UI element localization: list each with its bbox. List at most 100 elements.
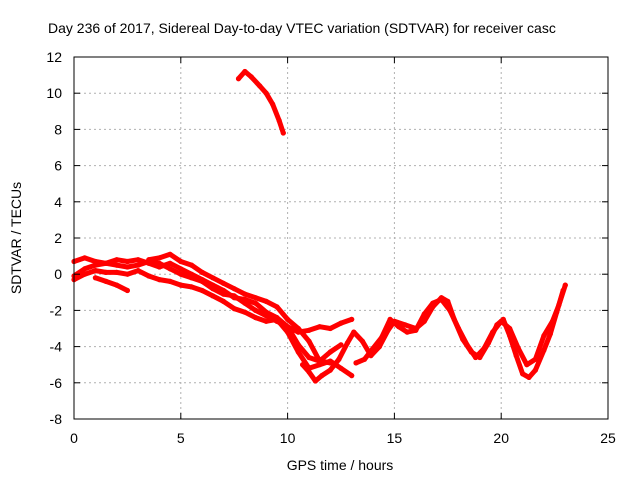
data-point [231, 306, 237, 312]
data-point [473, 354, 479, 361]
data-point [351, 329, 357, 335]
x-tick-label: 10 [280, 430, 296, 446]
data-point [199, 287, 205, 294]
series-track-4 [92, 275, 130, 294]
series-line [92, 275, 130, 293]
data-point [82, 266, 88, 272]
data-point [359, 338, 365, 344]
data-point [220, 280, 227, 286]
data-point [274, 316, 280, 322]
data-point [327, 325, 333, 332]
data-point [124, 258, 130, 265]
data-point [317, 324, 323, 330]
data-point [379, 335, 385, 341]
data-point [103, 260, 109, 266]
data-point [135, 262, 141, 268]
y-axis-label: SDTVAR / TECUs [8, 181, 24, 295]
x-tick-label: 5 [177, 430, 185, 446]
y-tick-label: 4 [54, 194, 62, 210]
data-point [156, 260, 162, 266]
data-point [306, 338, 312, 344]
data-point [344, 340, 350, 346]
data-point [135, 268, 141, 274]
data-point [455, 325, 462, 332]
data-point [124, 287, 130, 294]
data-point [178, 271, 184, 277]
data-point [526, 374, 532, 380]
data-point [490, 329, 496, 335]
data-point [263, 318, 269, 324]
data-point [156, 277, 162, 283]
data-point [82, 271, 88, 277]
data-point [220, 298, 227, 304]
data-point [248, 74, 254, 80]
data-point [253, 300, 259, 306]
data-point [541, 347, 547, 353]
data-point [263, 298, 269, 304]
data-point [146, 273, 152, 279]
data-point [349, 373, 355, 379]
data-point [242, 68, 248, 75]
data-point [349, 316, 355, 322]
data-point [319, 373, 325, 379]
data-point [114, 269, 120, 275]
data-point [231, 293, 237, 299]
data-point [430, 300, 436, 306]
series-layer [71, 68, 568, 384]
data-point [167, 260, 173, 266]
data-point [404, 329, 410, 335]
tick-layer: 0 5 10 15 20 25 -8 -6 -4 -2 0 2 4 6 8 10 12 [46, 49, 616, 446]
data-point [515, 345, 521, 351]
data-point [103, 278, 109, 284]
data-point [199, 278, 205, 284]
data-point [114, 262, 120, 268]
data-point [295, 349, 301, 355]
data-point [242, 291, 248, 297]
data-point [507, 325, 513, 332]
data-point [178, 258, 184, 265]
x-tick-label: 20 [493, 430, 509, 446]
data-point [220, 291, 227, 297]
data-point [135, 257, 141, 263]
data-point [387, 316, 393, 322]
data-point [276, 117, 282, 123]
data-point [547, 331, 553, 337]
data-point [210, 293, 216, 299]
data-point [263, 313, 269, 319]
data-point [327, 360, 333, 366]
data-point [556, 302, 562, 308]
data-point [338, 320, 344, 326]
data-point [447, 307, 453, 313]
data-point [156, 255, 162, 261]
data-point [353, 360, 359, 366]
data-point [541, 333, 547, 339]
data-point [92, 268, 98, 274]
data-point [370, 345, 376, 351]
data-point [338, 365, 344, 371]
data-point [524, 362, 530, 368]
data-point [167, 266, 173, 272]
y-tick-label: -2 [50, 302, 63, 318]
data-point [336, 356, 342, 362]
data-point [274, 304, 280, 310]
data-point [210, 275, 216, 281]
data-point [513, 353, 519, 359]
data-point [396, 324, 402, 330]
data-point [253, 307, 259, 313]
y-tick-label: -4 [50, 339, 63, 355]
data-point [124, 264, 130, 270]
data-point [188, 275, 195, 281]
x-axis-label: GPS time / hours [286, 457, 394, 473]
data-point [167, 278, 173, 284]
data-point [253, 295, 259, 301]
series-line [353, 282, 568, 368]
data-point [549, 318, 556, 324]
data-point [481, 345, 487, 351]
y-tick-label: 2 [54, 230, 62, 246]
data-point [114, 257, 120, 263]
data-point [562, 282, 568, 288]
data-point [263, 90, 269, 96]
x-tick-label: 25 [600, 430, 616, 446]
